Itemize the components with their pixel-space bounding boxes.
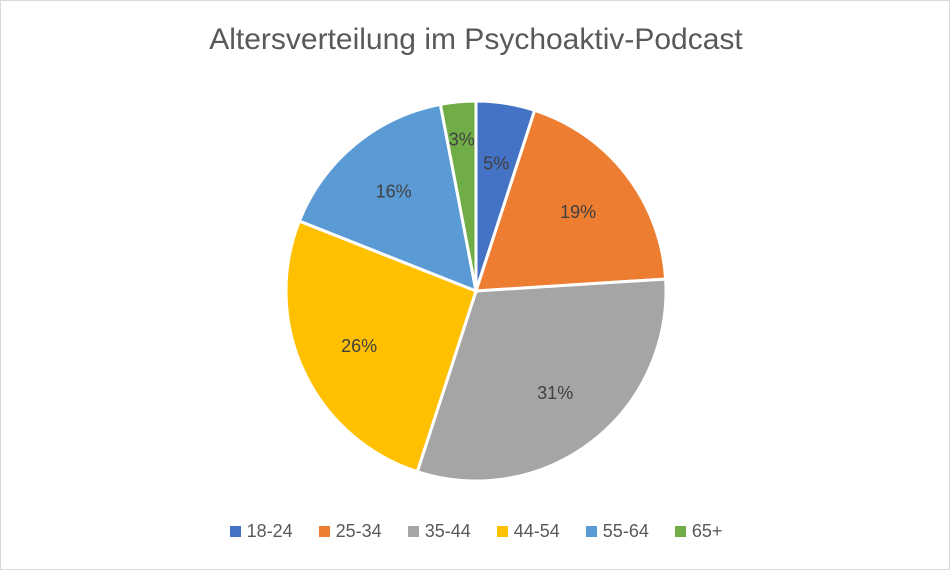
legend-item-25-34: 25-34 <box>318 521 382 542</box>
legend-item-44-54: 44-54 <box>496 521 560 542</box>
data-label-55-64: 16% <box>376 181 412 201</box>
pie-slice-35-44 <box>415 277 668 483</box>
legend-label: 55-64 <box>602 521 649 541</box>
legend-item-55-64: 55-64 <box>585 521 649 542</box>
data-label-25-34: 19% <box>560 202 596 222</box>
pie-chart: 5% 19% 31% 26% 16% 3% <box>284 99 668 483</box>
legend-label: 35-44 <box>424 521 471 541</box>
legend-swatch <box>318 526 330 537</box>
legend-label: 25-34 <box>335 521 382 541</box>
pie-slice-65+ <box>438 99 478 292</box>
legend-item-18-24: 18-24 <box>229 521 293 542</box>
pie-slice-25-34 <box>473 108 668 293</box>
data-label-65+: 3% <box>449 130 475 150</box>
chart-title: Altersverteilung im Psychoaktiv-Podcast <box>209 23 743 56</box>
legend-swatch <box>496 526 508 537</box>
pie-slice-44-54 <box>284 219 478 474</box>
legend-item-35-44: 35-44 <box>407 521 471 542</box>
legend-label: 44-54 <box>513 521 560 541</box>
pie-slice-55-64 <box>297 102 478 294</box>
legend-item-65+: 65+ <box>674 521 723 542</box>
legend-label: 65+ <box>691 521 723 541</box>
legend-label: 18-24 <box>246 521 293 541</box>
legend-swatch <box>229 526 241 537</box>
data-label-44-54: 26% <box>341 336 377 356</box>
data-label-18-24: 5% <box>483 153 509 173</box>
legend-swatch <box>407 526 419 537</box>
legend: 18-24 25-34 35-44 44-54 55-64 65+ <box>1 521 950 542</box>
legend-swatch <box>674 526 686 537</box>
legend-swatch <box>585 526 597 537</box>
data-label-35-44: 31% <box>537 383 573 403</box>
